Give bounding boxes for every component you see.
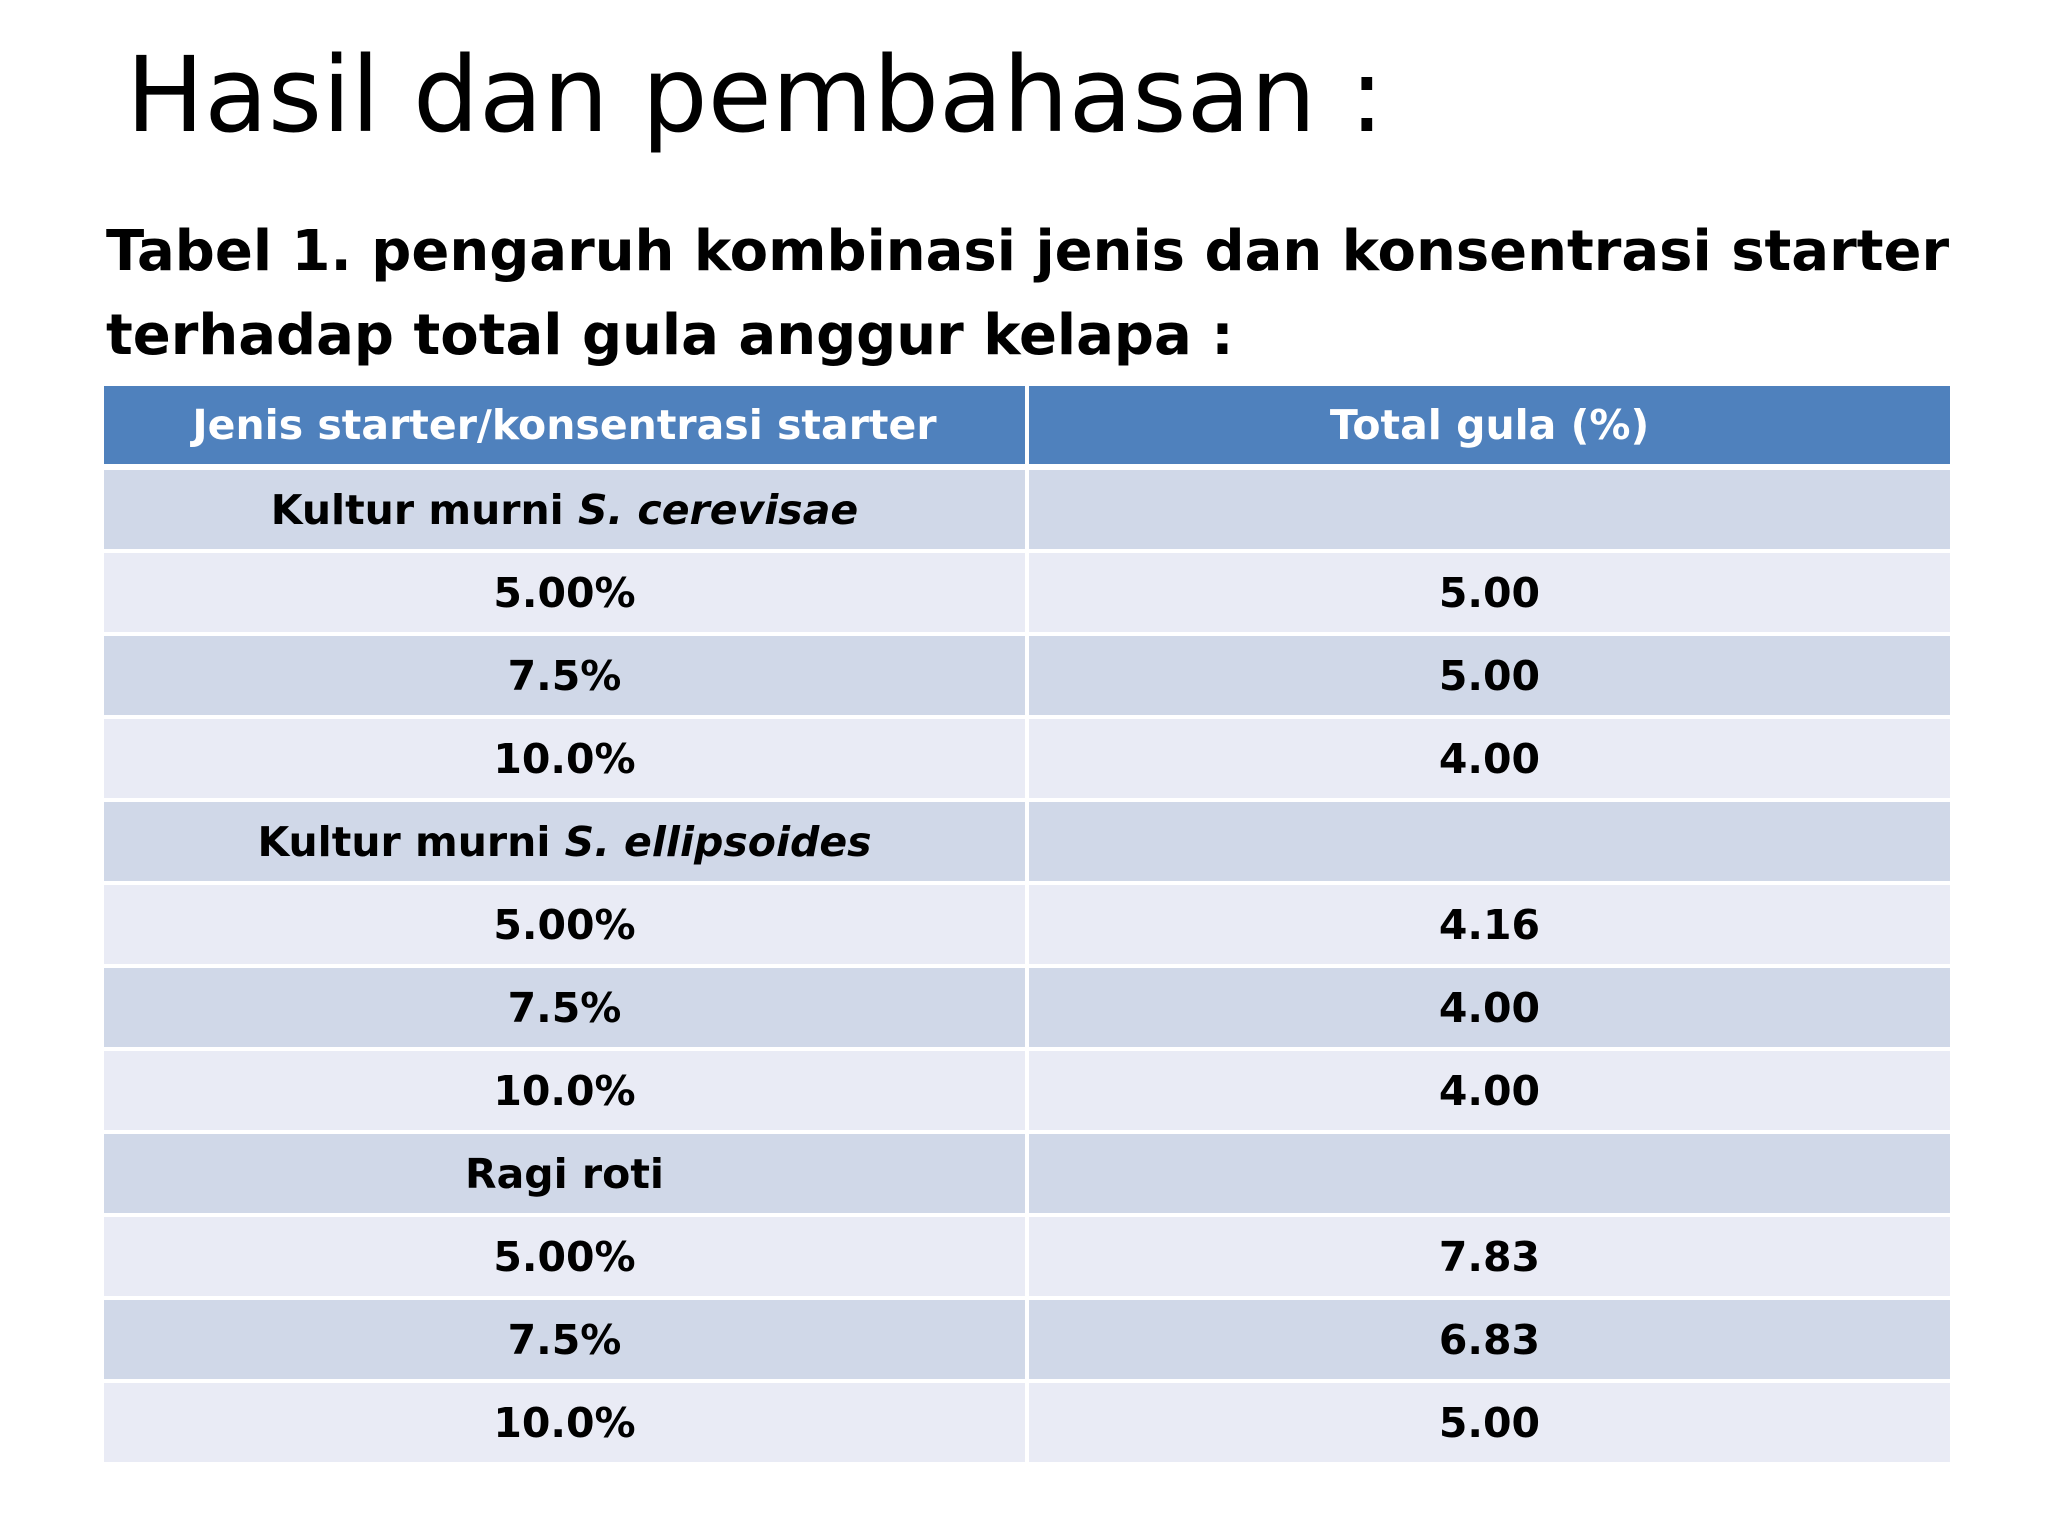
table-caption: Tabel 1. pengaruh kombinasi jenis dan ko… — [106, 219, 1950, 368]
konsentrasi-cell: 7.5% — [104, 1298, 1029, 1383]
total-gula-table: Jenis starter/konsentrasi starter Total … — [104, 386, 1950, 1466]
species-name: S. cerevisae — [578, 485, 859, 534]
group-label: Ragi roti — [104, 1132, 1029, 1217]
total-gula-cell: 5.00 — [1027, 551, 1950, 636]
table-row: 5.00% 5.00 — [104, 551, 1950, 636]
konsentrasi-cell: 5.00% — [104, 883, 1029, 968]
header-jenis-starter: Jenis starter/konsentrasi starter — [104, 386, 1029, 470]
table-row: 7.5% 6.83 — [104, 1298, 1950, 1383]
group-prefix: Kultur murni — [270, 485, 579, 534]
total-gula-cell: 5.00 — [1027, 634, 1950, 719]
header-total-gula: Total gula (%) — [1027, 386, 1950, 470]
group-value-empty — [1027, 1132, 1950, 1217]
table-row: 10.0% 5.00 — [104, 1381, 1950, 1466]
table-container: Jenis starter/konsentrasi starter Total … — [104, 386, 1950, 1466]
konsentrasi-cell: 5.00% — [104, 1215, 1029, 1300]
total-gula-cell: 5.00 — [1027, 1381, 1950, 1466]
total-gula-cell: 6.83 — [1027, 1298, 1950, 1383]
group-prefix: Ragi roti — [465, 1149, 664, 1198]
table-row: 10.0% 4.00 — [104, 1049, 1950, 1134]
group-label: Kultur murni S. ellipsoides — [104, 800, 1029, 885]
group-value-empty — [1027, 800, 1950, 885]
group-row-ragi-roti: Ragi roti — [104, 1132, 1950, 1217]
total-gula-cell: 4.00 — [1027, 717, 1950, 802]
total-gula-cell: 4.16 — [1027, 883, 1950, 968]
group-row-ellipsoides: Kultur murni S. ellipsoides — [104, 800, 1950, 885]
konsentrasi-cell: 7.5% — [104, 966, 1029, 1051]
konsentrasi-cell: 5.00% — [104, 551, 1029, 636]
table-header-row: Jenis starter/konsentrasi starter Total … — [104, 386, 1950, 470]
table-row: 5.00% 7.83 — [104, 1215, 1950, 1300]
konsentrasi-cell: 10.0% — [104, 1381, 1029, 1466]
group-label: Kultur murni S. cerevisae — [104, 467, 1029, 553]
konsentrasi-cell: 10.0% — [104, 717, 1029, 802]
group-value-empty — [1027, 467, 1950, 553]
table-row: 7.5% 4.00 — [104, 966, 1950, 1051]
table-row: 5.00% 4.16 — [104, 883, 1950, 968]
konsentrasi-cell: 10.0% — [104, 1049, 1029, 1134]
species-name: S. ellipsoides — [564, 817, 872, 866]
group-row-cerevisae: Kultur murni S. cerevisae — [104, 467, 1950, 553]
total-gula-cell: 4.00 — [1027, 1049, 1950, 1134]
total-gula-cell: 4.00 — [1027, 966, 1950, 1051]
group-prefix: Kultur murni — [257, 817, 565, 866]
konsentrasi-cell: 7.5% — [104, 634, 1029, 719]
table-row: 7.5% 5.00 — [104, 634, 1950, 719]
total-gula-cell: 7.83 — [1027, 1215, 1950, 1300]
table-row: 10.0% 4.00 — [104, 717, 1950, 802]
slide-title: Hasil dan pembahasan : — [126, 34, 1385, 156]
